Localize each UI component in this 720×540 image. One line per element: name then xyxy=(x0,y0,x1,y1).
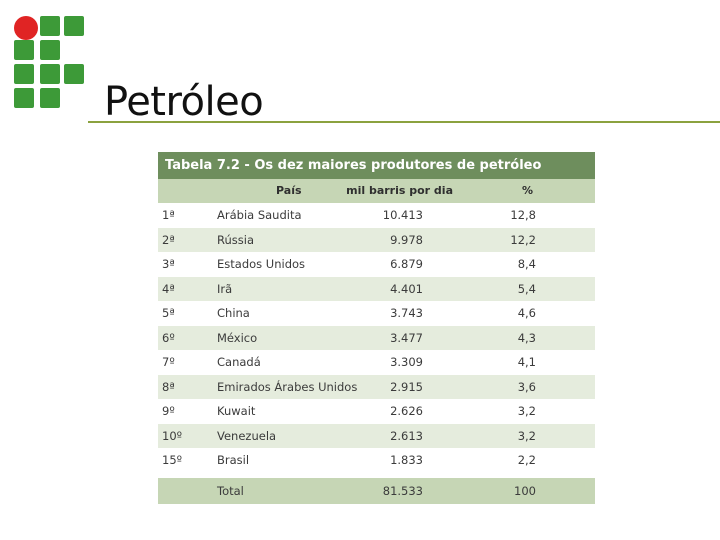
production-cell: 4.401 xyxy=(390,281,423,296)
logo-red-circle xyxy=(14,16,38,40)
percent-cell: 4,6 xyxy=(517,306,536,320)
percent-cell: 4,1 xyxy=(517,355,536,369)
title-underline xyxy=(88,121,720,123)
percent-cell: 5,4 xyxy=(517,281,536,296)
rank-cell: 2ª xyxy=(162,232,175,247)
percent-cell: 12,8 xyxy=(510,208,536,222)
oil-producers-table: Tabela 7.2 - Os dez maiores produtores d… xyxy=(158,152,595,504)
production-cell: 2.915 xyxy=(390,379,423,394)
country-cell: Arábia Saudita xyxy=(217,208,302,222)
country-cell: Canadá xyxy=(217,355,261,369)
percent-cell: 3,6 xyxy=(517,379,536,394)
production-cell: 2.613 xyxy=(390,428,423,443)
production-cell: 3.477 xyxy=(390,330,423,345)
production-cell: 6.879 xyxy=(390,257,423,271)
table-row: 9º Kuwait 2.626 3,2 xyxy=(158,399,595,424)
table-row: 6º México 3.477 4,3 xyxy=(158,325,595,350)
slide-title: Petróleo xyxy=(104,79,264,125)
total-value: 81.533 xyxy=(382,483,423,498)
country-cell: Irã xyxy=(217,281,233,296)
table-row: 5ª China 3.743 4,6 xyxy=(158,301,595,326)
table-row: 4ª Irã 4.401 5,4 xyxy=(158,276,595,301)
table-row: 7º Canadá 3.309 4,1 xyxy=(158,350,595,375)
percent-cell: 2,2 xyxy=(517,453,536,467)
header-percent: % xyxy=(521,184,533,197)
percent-cell: 4,3 xyxy=(517,330,536,345)
production-cell: 3.743 xyxy=(390,306,423,320)
percent-cell: 12,2 xyxy=(510,232,536,247)
rank-cell: 3ª xyxy=(162,257,175,271)
table-row: 15º Brasil 1.833 2,2 xyxy=(158,448,595,473)
percent-cell: 8,4 xyxy=(517,257,536,271)
logo-square xyxy=(64,16,84,36)
country-cell: Kuwait xyxy=(217,404,256,418)
production-cell: 3.309 xyxy=(390,355,423,369)
table-row: 10º Venezuela 2.613 3,2 xyxy=(158,423,595,448)
table-separator xyxy=(158,472,595,478)
table-total-row: Total 81.533 100 xyxy=(158,477,595,504)
rank-cell: 15º xyxy=(162,453,183,467)
rank-cell: 7º xyxy=(162,355,175,369)
logo-square xyxy=(40,88,60,108)
logo-square xyxy=(64,64,84,84)
country-cell: Emirados Árabes Unidos xyxy=(217,379,358,394)
total-label: Total xyxy=(217,483,244,498)
country-cell: México xyxy=(217,330,258,345)
country-cell: Venezuela xyxy=(217,428,277,443)
production-cell: 9.978 xyxy=(390,232,423,247)
production-cell: 1.833 xyxy=(390,453,423,467)
rank-cell: 5ª xyxy=(162,306,175,320)
institution-logo xyxy=(14,16,88,112)
logo-square xyxy=(14,64,34,84)
logo-square xyxy=(40,40,60,60)
logo-square xyxy=(14,40,34,60)
country-cell: Estados Unidos xyxy=(217,257,306,271)
rank-cell: 10º xyxy=(162,428,183,443)
production-cell: 10.413 xyxy=(382,208,423,222)
percent-cell: 3,2 xyxy=(517,404,536,418)
rank-cell: 4ª xyxy=(162,281,175,296)
logo-square xyxy=(14,88,34,108)
total-percent: 100 xyxy=(514,483,536,498)
rank-cell: 8ª xyxy=(162,379,175,394)
table-row: 8ª Emirados Árabes Unidos 2.915 3,6 xyxy=(158,374,595,399)
table-row: 3ª Estados Unidos 6.879 8,4 xyxy=(158,252,595,277)
table-caption: Tabela 7.2 - Os dez maiores produtores d… xyxy=(158,152,595,179)
logo-square xyxy=(40,16,60,36)
production-cell: 2.626 xyxy=(390,404,423,418)
rank-cell: 1ª xyxy=(162,208,175,222)
header-value: mil barris por dia xyxy=(346,184,453,197)
table-body: 1ª Arábia Saudita 10.413 12,8 2ª Rússia 9.978 1… xyxy=(158,203,595,473)
rank-cell: 9º xyxy=(162,404,175,418)
header-country: País xyxy=(276,184,302,197)
percent-cell: 3,2 xyxy=(517,428,536,443)
logo-square xyxy=(40,64,60,84)
table-row: 1ª Arábia Saudita 10.413 12,8 xyxy=(158,203,595,228)
rank-cell: 6º xyxy=(162,330,175,345)
country-cell: Brasil xyxy=(217,453,250,467)
country-cell: China xyxy=(217,306,250,320)
table-row: 2ª Rússia 9.978 12,2 xyxy=(158,227,595,252)
country-cell: Rússia xyxy=(217,232,254,247)
table-header-row: País mil barris por dia % xyxy=(158,179,595,203)
